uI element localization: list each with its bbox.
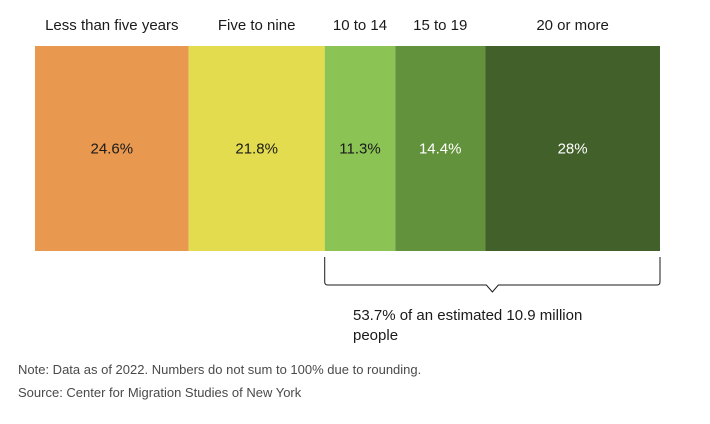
bracket-brace [324,257,661,293]
value-label: 21.8% [235,141,278,158]
bracket-annotation: 53.7% of an estimated 10.9 million peopl… [353,307,583,344]
chart-note: Note: Data as of 2022. Numbers do not su… [18,362,422,377]
value-label: 24.6% [91,141,134,158]
category-label: 10 to 14 [333,17,387,34]
bar-segment [35,46,189,251]
value-label: 28% [558,141,588,158]
value-labels: 24.6% 21.8% 11.3% 14.4% 28% [91,141,588,158]
stacked-bar-chart: Less than five years Five to nine 10 to 14… [35,17,661,293]
category-label: Less than five years [45,17,178,34]
bar-segment [395,46,486,251]
category-labels: Less than five years Five to nine 10 to 14… [45,17,609,34]
bar-segment [485,46,660,251]
chart-source: Source: Center for Migration Studies of … [18,385,302,400]
category-label: 15 to 19 [413,17,467,34]
category-label: 20 or more [536,17,609,34]
value-label: 14.4% [419,141,462,158]
bar-segments [35,46,660,251]
bar-segment [188,46,325,251]
category-label: Five to nine [218,17,296,34]
bar-segment [324,46,396,251]
value-label: 11.3% [339,141,380,158]
